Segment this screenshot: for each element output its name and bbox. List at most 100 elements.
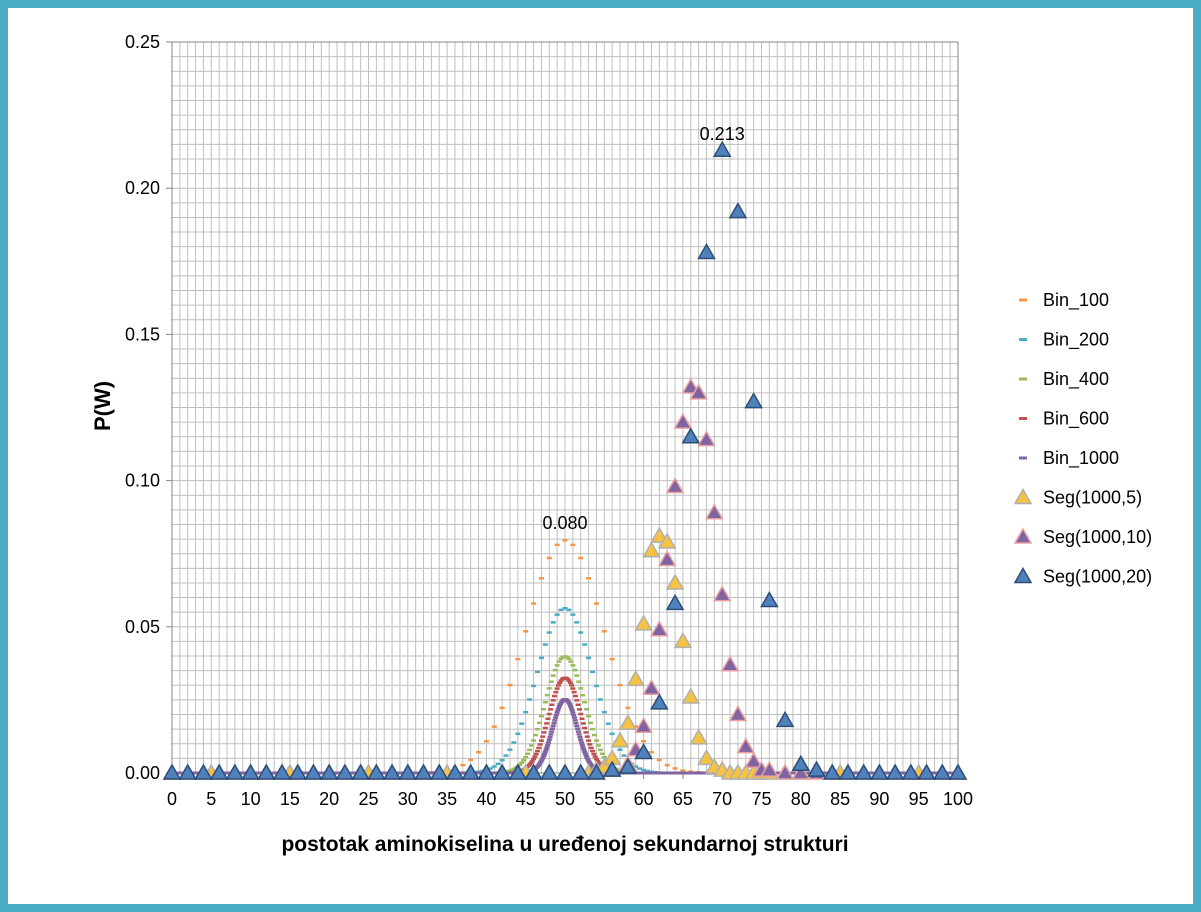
data-point [705,503,724,520]
data-point [948,763,968,780]
annotations: 0.080 0.213 [542,124,744,533]
data-point [736,737,756,754]
data-point [689,728,708,745]
data-point [681,427,701,444]
data-point [524,763,543,780]
data-point [225,763,245,780]
x-axis-label: postotak aminokiselina u uređenoj sekund… [281,833,848,856]
data-point [728,705,748,722]
data-point [917,763,936,780]
x-tick-label: 0 [167,789,177,809]
x-tick-label: 25 [358,789,378,809]
data-point [398,763,418,780]
x-tick-label: 5 [206,789,216,809]
legend-label: Bin_600 [1043,409,1109,430]
data-point [178,763,198,780]
data-point [241,763,260,780]
data-point [791,754,811,771]
x-tick-label: 80 [791,789,811,809]
data-point [445,763,465,780]
data-point [712,585,732,602]
data-point [681,377,701,394]
data-point [461,763,480,780]
x-tick-label: 75 [751,789,771,809]
data-point [720,655,740,672]
data-point [642,541,661,558]
data-point [382,763,402,780]
x-tick-label: 40 [476,789,496,809]
data-point [673,631,693,649]
data-point [932,763,952,780]
data-point [854,763,873,780]
data-point [838,763,858,780]
legend-label: Seg(1000,20) [1043,567,1152,587]
y-tick-label: 0.05 [125,617,160,637]
data-point [665,573,685,590]
data-point [539,763,559,780]
data-point [650,526,669,543]
legend-label: Bin_1000 [1043,448,1119,469]
data-point [775,763,795,780]
data-point [657,550,677,567]
data-point [760,760,779,777]
y-tick-label: 0.00 [125,763,160,783]
y-tick-label: 0.20 [125,178,160,198]
legend-marker [1013,487,1033,505]
y-axis-label: P(W) [90,381,115,431]
data-marks [162,140,968,780]
data-point [870,763,889,780]
x-tick-label: 100 [943,789,973,809]
data-point [351,763,370,780]
x-tick-label: 45 [516,789,536,809]
legend-marker [1013,527,1033,544]
data-point [744,751,763,769]
x-tick-label: 85 [830,789,850,809]
data-point [335,763,355,780]
legend-label: Bin_100 [1043,290,1109,311]
data-point [304,763,323,780]
legend-label: Bin_200 [1043,330,1109,351]
data-point [665,476,685,494]
data-point [760,590,779,608]
axes: 0 5 10 15 20 25 30 35 40 45 50 55 60 65 70 75 80 85 90 95 10… [125,32,973,809]
x-tick-label: 60 [634,789,654,809]
x-tick-label: 50 [555,789,575,809]
data-point [901,763,921,780]
x-tick-label: 70 [712,789,732,809]
data-point [673,412,693,429]
data-point [618,713,638,731]
data-point [367,763,386,780]
data-point [822,763,842,780]
data-point [272,763,292,780]
data-point [744,392,763,409]
x-tick-label: 30 [398,789,418,809]
data-point [257,763,276,780]
x-tick-label: 65 [673,789,693,809]
data-point [477,763,496,780]
data-point [634,614,653,631]
y-tick-label: 0.15 [125,324,160,344]
data-point [807,760,826,777]
data-point [319,763,339,780]
data-point [555,763,575,780]
legend-label: Seg(1000,10) [1043,527,1152,547]
data-point [288,763,308,780]
data-point [508,763,528,780]
annotation-label: 0.080 [542,513,587,533]
y-tick-label: 0.25 [125,32,160,52]
data-point [209,763,229,780]
data-point [650,693,669,710]
x-tick-label: 15 [280,789,300,809]
legend-label: Bin_400 [1043,369,1109,390]
data-point [697,430,716,447]
data-point [587,763,606,780]
x-tick-label: 35 [437,789,457,809]
y-tick-label: 0.10 [125,471,160,491]
data-point [626,669,646,687]
data-point [194,763,213,780]
data-point [642,678,661,695]
data-point [689,383,708,400]
data-point [665,593,685,611]
data-point [728,202,748,219]
